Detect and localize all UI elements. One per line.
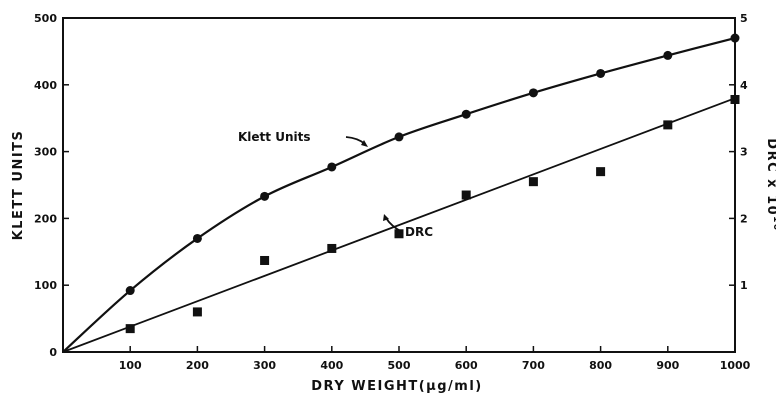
klett-units-point (394, 132, 404, 142)
klett-units-point (663, 50, 673, 60)
x-tick-label: 100 (119, 359, 142, 372)
klett-units-arrowhead (361, 140, 368, 147)
ticks: 100 200 300 400 500 600 700 800 900 1000 0 100 200 30… (34, 12, 751, 372)
annotations: Klett Units DRC (238, 130, 433, 239)
drc-point (663, 120, 673, 130)
drc-point (394, 229, 404, 239)
y-tick-label-left: 0 (49, 346, 57, 359)
axes (62, 17, 736, 353)
series-curves (62, 36, 736, 353)
y-tick-label-left: 100 (34, 279, 57, 292)
drc-point (260, 255, 270, 265)
y-axis-title-right-exponent: 10 (771, 216, 776, 232)
x-tick-label: 200 (186, 359, 209, 372)
drc-label: DRC (405, 225, 433, 239)
drc-point (730, 94, 740, 104)
y-tick-label-right: 3 (740, 146, 748, 159)
klett-units-leader (345, 136, 366, 145)
klett-units-label: Klett Units (238, 130, 310, 144)
y-axis-title-right-main: DRC x 10 (764, 138, 776, 216)
klett-units-point (125, 286, 135, 296)
klett-units-point (528, 88, 538, 98)
klett-units-point (461, 109, 471, 119)
plot-frame (62, 17, 736, 353)
x-tick-label: 400 (320, 359, 343, 372)
x-tick-label: 300 (253, 359, 276, 372)
series-markers (125, 33, 740, 334)
klett-units-curve (62, 36, 736, 353)
x-tick-label: 600 (455, 359, 478, 372)
klett-units-point (327, 162, 337, 172)
klett-units-point (192, 233, 202, 243)
x-tick-label: 900 (656, 359, 679, 372)
y-tick-label-right: 2 (740, 212, 748, 225)
y-tick-label-right: 5 (740, 12, 748, 25)
x-tick-label: 700 (522, 359, 545, 372)
klett-units-point (260, 191, 270, 201)
klett-units-point (596, 68, 606, 78)
y-tick-label-left: 400 (34, 79, 57, 92)
drc-fit-line (62, 97, 736, 353)
x-axis-title: DRY WEIGHT(µg/ml) (311, 379, 483, 394)
klett-units-point (730, 33, 740, 43)
y-tick-label-right: 1 (740, 279, 748, 292)
y-tick-label-right: 4 (740, 79, 748, 92)
drc-point (528, 177, 538, 187)
drc-point (461, 190, 471, 200)
x-tick-label: 500 (388, 359, 411, 372)
x-tick-label: 800 (589, 359, 612, 372)
y-tick-label-left: 500 (34, 12, 57, 25)
y-axis-title-right: DRC x 1010 (764, 138, 776, 231)
y-axis-title-left: KLETT UNITS (11, 130, 26, 241)
drc-point (125, 324, 135, 334)
y-tick-label-left: 200 (34, 212, 57, 225)
drc-point (596, 167, 606, 177)
drc-arrowhead (383, 214, 389, 221)
x-tick-label: 1000 (720, 359, 751, 372)
drc-point (327, 243, 337, 253)
drc-point (192, 307, 202, 317)
y-tick-label-left: 300 (34, 146, 57, 159)
